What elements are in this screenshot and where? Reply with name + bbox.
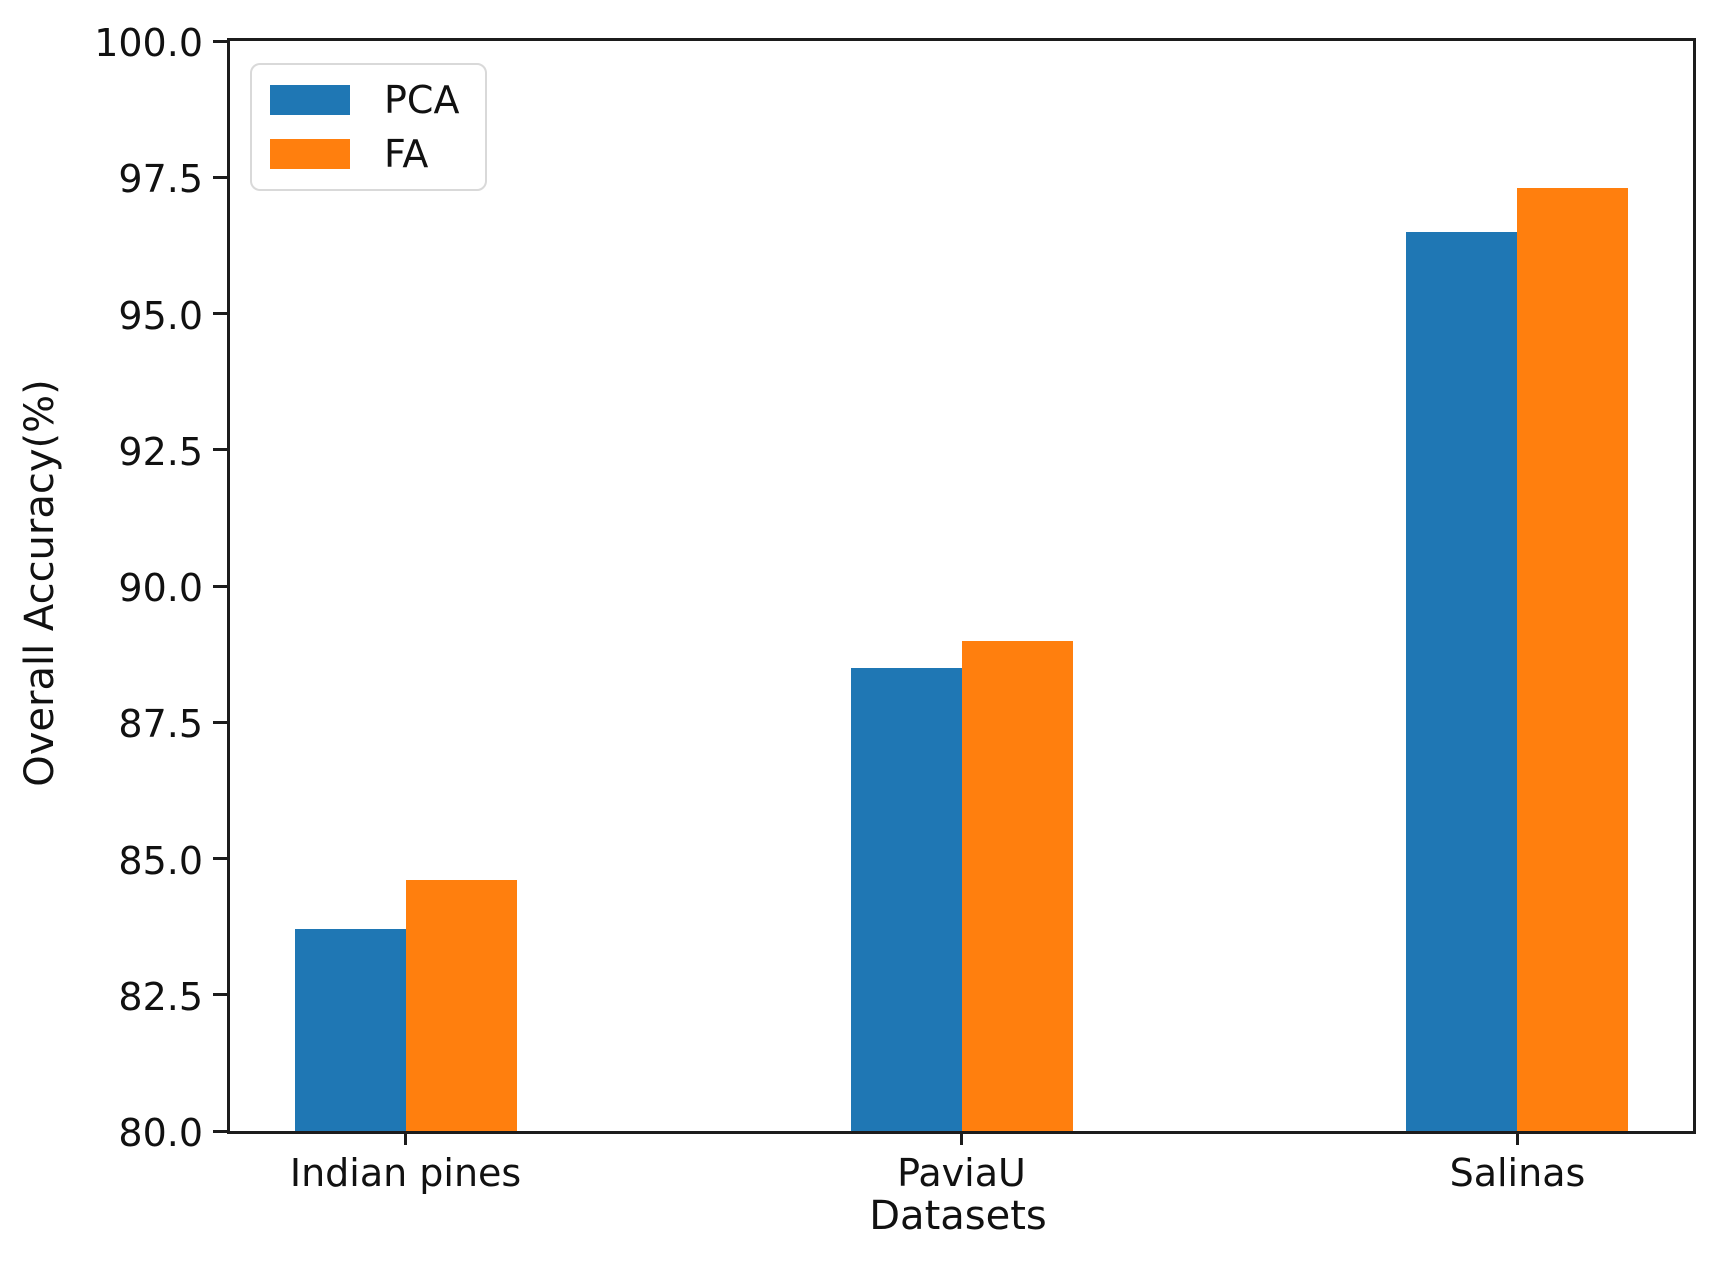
legend-row-pca: PCA [270,81,459,119]
x-tick-mark [1515,1131,1519,1145]
legend-row-fa: FA [270,135,459,173]
x-tick-mark [404,1131,408,1145]
y-tick-label: 80.0 [118,1111,203,1155]
legend-swatch-fa [270,139,350,169]
y-tick-mark [213,312,227,315]
y-tick-label: 95.0 [118,293,203,338]
y-axis-title: Overall Accuracy(%) [17,379,63,787]
y-tick-label: 85.0 [118,838,203,883]
y-tick-mark [213,1129,227,1133]
y-tick-label: 90.0 [118,566,203,610]
x-tick-label: PaviaU [897,1151,1026,1195]
y-tick-label: 100.0 [94,21,203,65]
x-tick-mark [960,1131,963,1145]
bar-pca-salinas [1406,231,1518,1131]
y-tick-label: 87.5 [118,702,203,747]
y-tick-mark [213,39,227,43]
y-tick-mark [213,448,227,452]
plot-area: PCA FA [227,38,1696,1134]
y-tick-mark [213,857,227,860]
bar-pca-indian-pines [294,929,406,1131]
x-tick-label: Salinas [1449,1151,1586,1195]
bar-fa-paviau [961,640,1073,1131]
legend-label-pca: PCA [384,78,460,122]
y-tick-label: 82.5 [118,974,203,1019]
legend: PCA FA [250,63,488,191]
y-tick-mark [213,584,227,588]
legend-label-fa: FA [384,132,429,176]
legend-swatch-pca [270,85,350,115]
y-tick-mark [213,993,227,997]
y-tick-mark [213,720,227,724]
y-tick-mark [213,175,227,179]
bar-fa-indian-pines [405,880,517,1131]
y-tick-label: 97.5 [118,157,203,202]
x-tick-label: Indian pines [289,1151,522,1195]
bar-pca-paviau [850,667,962,1131]
bar-fa-salinas [1517,188,1629,1131]
x-axis-title: Datasets [869,1193,1047,1239]
y-tick-label: 92.5 [118,429,203,474]
